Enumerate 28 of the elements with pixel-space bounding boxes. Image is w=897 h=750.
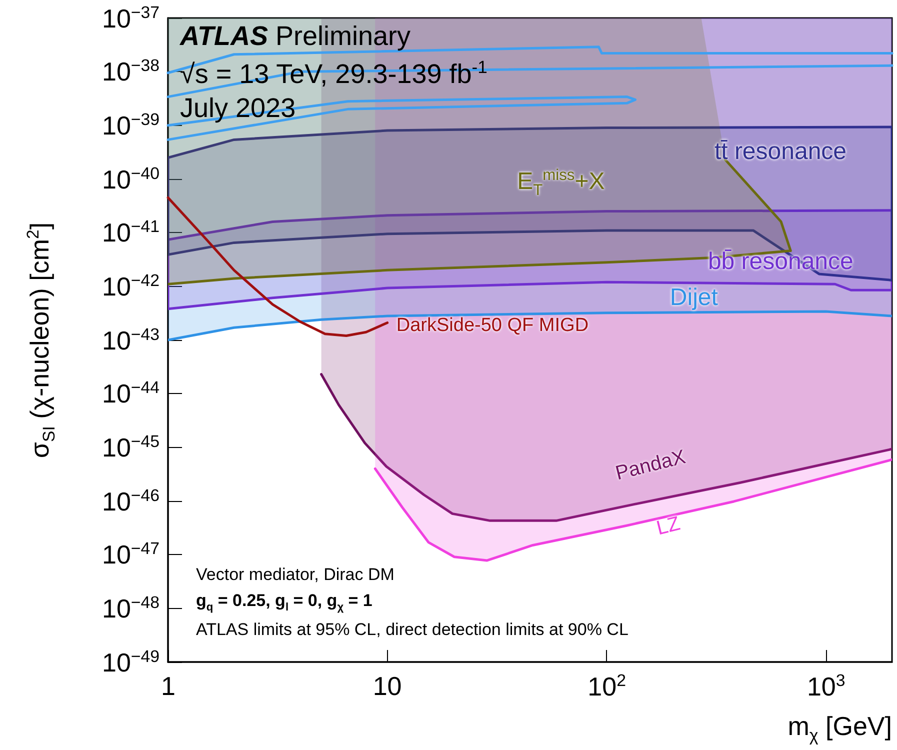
y-tick-label: 10$^{−41}$ (102, 217, 160, 248)
series-label: E$_{T}$$^{miss}$+X (517, 166, 605, 199)
y-tick-label: 10$^{−40}$ (102, 164, 160, 194)
x-axis-title: m$_{χ}$ [GeV] (788, 711, 892, 746)
y-tick-label: 10$^{−48}$ (102, 592, 160, 624)
x-tick-label: 10 (372, 671, 402, 701)
annotation: ATLAS Preliminary (180, 21, 411, 52)
y-tick-label: 10$^{−37}$ (102, 2, 160, 34)
annotation: ATLAS limits at 95% CL, direct detection limits at 90% CL (196, 620, 628, 640)
annotation: g$_{q}$ = 0.25, g$_{l}$ = 0, g$_{χ}$ = 1 (196, 591, 372, 614)
series-label: DarkSide-50 QF MIGD (396, 314, 589, 337)
series-label: LZ (654, 512, 682, 540)
y-tick-label: 10$^{−39}$ (102, 110, 160, 140)
y-tick-label: 10$^{−44}$ (102, 378, 160, 409)
annotation: Vector mediator, Dirac DM (196, 565, 394, 585)
y-tick-label: 10$^{−47}$ (102, 539, 160, 570)
x-tick-label: 10$^{3}$ (806, 671, 846, 702)
y-tick-label: 10$^{−38}$ (102, 56, 160, 87)
series-label: PandaX (613, 446, 688, 485)
series-label: tt̄ resonance (714, 138, 847, 166)
x-tick-label: 1 (161, 671, 176, 701)
x-tick-label: 10$^{2}$ (588, 671, 626, 702)
y-tick-label: 10$^{−49}$ (102, 646, 160, 678)
y-tick-label: 10$^{−43}$ (102, 324, 160, 356)
y-tick-label: 10$^{−46}$ (102, 486, 160, 516)
series-label: Dijet (670, 284, 718, 312)
y-tick-label: 10$^{−45}$ (102, 432, 160, 462)
y-tick-label: 10$^{−42}$ (102, 270, 160, 302)
